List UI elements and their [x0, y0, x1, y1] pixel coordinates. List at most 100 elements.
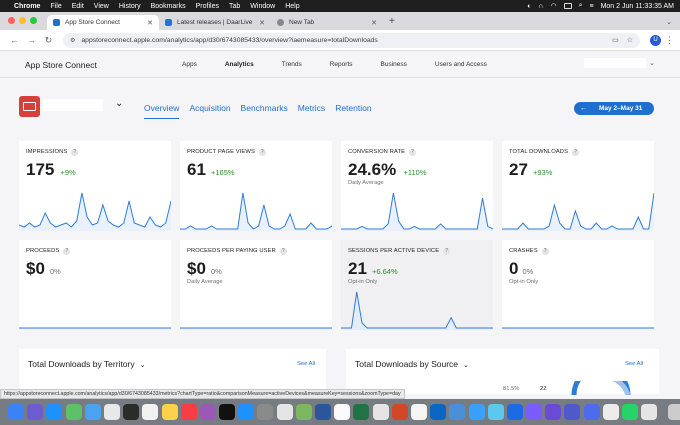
tab-app-store-connect[interactable]: App Store Connect ✕: [47, 15, 159, 30]
chevron-down-icon[interactable]: ⌄: [461, 362, 469, 369]
more-menu-icon[interactable]: ⋮: [665, 34, 674, 45]
transporter-icon[interactable]: [487, 404, 504, 420]
trash-icon[interactable]: [668, 404, 680, 420]
nav-business[interactable]: Business: [380, 61, 407, 68]
battery-icon[interactable]: [563, 3, 572, 9]
metric-card-product-page-views[interactable]: PRODUCT PAGE VIEWS? 61 +165%: [180, 141, 332, 231]
whatsapp-icon[interactable]: [622, 404, 638, 420]
photo-booth-icon[interactable]: [602, 404, 619, 420]
menu-history[interactable]: History: [118, 2, 141, 10]
word-icon[interactable]: [315, 404, 331, 420]
nav-apps[interactable]: Apps: [182, 61, 197, 68]
tab-metrics[interactable]: Metrics: [297, 103, 326, 113]
menu-chrome[interactable]: Chrome: [14, 2, 41, 10]
mail-icon[interactable]: [84, 404, 101, 420]
zoom-window-button[interactable]: [30, 17, 37, 24]
metric-card-crashes[interactable]: CRASHES? 0 0% Opt-in Only: [502, 240, 654, 330]
messages-icon[interactable]: [65, 404, 82, 420]
metric-card-total-downloads[interactable]: TOTAL DOWNLOADS? 27 +93%: [502, 141, 654, 231]
iptv-icon[interactable]: [545, 404, 562, 420]
cast-icon[interactable]: ▭: [612, 37, 619, 44]
help-icon[interactable]: ?: [279, 248, 287, 255]
help-icon[interactable]: ?: [63, 248, 71, 255]
nav-trends[interactable]: Trends: [281, 61, 302, 68]
address-bar[interactable]: ⚙ appstoreconnect.apple.com/analytics/ap…: [63, 32, 640, 48]
chrome-icon[interactable]: [276, 404, 293, 420]
forward-arrow-icon[interactable]: →: [27, 35, 36, 45]
app-switcher-chevron-down-icon[interactable]: ⌄: [115, 98, 124, 109]
tab-benchmarks[interactable]: Benchmarks: [240, 103, 288, 113]
territory-see-all-link[interactable]: See All: [297, 361, 316, 367]
close-window-button[interactable]: [8, 17, 15, 24]
chevron-down-icon[interactable]: ⌄: [137, 362, 146, 369]
safari-icon[interactable]: [46, 404, 63, 420]
tab-new-tab[interactable]: New Tab ✕: [271, 15, 383, 30]
control-center-icon[interactable]: ≡: [589, 2, 594, 10]
help-icon[interactable]: ?: [443, 248, 451, 255]
simulator-icon[interactable]: [468, 404, 485, 420]
account-name-redacted[interactable]: [584, 58, 646, 68]
bookmark-star-icon[interactable]: ☆: [626, 37, 633, 44]
terminal-icon[interactable]: [123, 404, 140, 420]
tab-acquisition[interactable]: Acquisition: [189, 103, 231, 113]
metric-card-conversion-rate[interactable]: CONVERSION RATE? 24.6% +110% Daily Average: [341, 141, 493, 231]
source-panel-title[interactable]: Total Downloads by Source ⌄: [355, 359, 469, 369]
asc-brand[interactable]: App Store Connect: [20, 60, 97, 70]
metric-card-sessions-per-active-device[interactable]: SESSIONS PER ACTIVE DEVICE? 21 +6.64% Opt-i…: [341, 240, 493, 330]
menu-bookmarks[interactable]: Bookmarks: [150, 2, 186, 10]
metric-card-impressions[interactable]: IMPRESSIONS? 175 +9%: [19, 141, 171, 231]
player-icon[interactable]: [526, 404, 543, 420]
minimize-window-button[interactable]: [19, 17, 26, 24]
notes-icon[interactable]: [161, 404, 178, 420]
account-chevron-down-icon[interactable]: ⌄: [649, 60, 655, 67]
finder-icon[interactable]: [8, 404, 24, 420]
vscode-icon[interactable]: [430, 404, 447, 420]
menu-edit[interactable]: Edit: [71, 2, 84, 10]
profile-avatar[interactable]: U: [650, 34, 661, 46]
music-icon[interactable]: [180, 404, 197, 420]
status-icon[interactable]: ◐: [527, 2, 532, 10]
menu-view[interactable]: View: [93, 2, 109, 10]
calendar-icon[interactable]: [142, 404, 159, 420]
headphones-icon[interactable]: ∩: [538, 2, 544, 10]
date-range-picker[interactable]: ← May 2–May 31: [574, 102, 654, 115]
xcode-icon[interactable]: [449, 404, 466, 420]
menu-help[interactable]: Help: [285, 2, 300, 10]
help-icon[interactable]: ?: [409, 149, 417, 156]
url-text[interactable]: appstoreconnect.apple.com/analytics/app/…: [81, 36, 378, 44]
menubar-clock[interactable]: Mon 2 Jun 11:33:35 AM: [600, 2, 674, 10]
outlook-icon[interactable]: [583, 404, 600, 420]
search-icon[interactable]: ⌕: [578, 2, 583, 9]
app-store-connect-icon[interactable]: [506, 404, 523, 420]
metric-card-proceeds-per-paying-user[interactable]: PROCEEDS PER PAYING USER? $0 0% Daily Avera…: [180, 240, 332, 330]
metric-card-proceeds[interactable]: PROCEEDS? $0 0%: [19, 240, 171, 330]
site-info-icon[interactable]: ⚙: [70, 37, 76, 44]
tv-icon[interactable]: [219, 404, 236, 420]
new-tab-button[interactable]: +: [389, 16, 395, 27]
menu-file[interactable]: File: [50, 2, 62, 10]
tab-daarlive[interactable]: Latest releases | DaarLive ✕: [159, 15, 271, 30]
tab-search-chevron-icon[interactable]: ⌄: [666, 19, 672, 26]
close-tab-icon[interactable]: ✕: [371, 19, 377, 27]
preview-icon[interactable]: [334, 404, 351, 420]
tab-retention[interactable]: Retention: [335, 103, 372, 113]
wifi-icon[interactable]: ◠: [550, 3, 557, 10]
system-settings-icon[interactable]: [257, 404, 274, 420]
nav-users-and-access[interactable]: Users and Access: [434, 61, 487, 68]
help-icon[interactable]: ?: [71, 149, 79, 156]
source-see-all-link[interactable]: See All: [625, 361, 644, 367]
launchpad-icon[interactable]: [27, 404, 44, 420]
powerpoint-icon[interactable]: [391, 404, 408, 420]
utorrent-icon[interactable]: [295, 404, 312, 420]
menu-profiles[interactable]: Profiles: [195, 2, 219, 10]
chrome-canary-icon[interactable]: [372, 404, 389, 420]
nav-analytics[interactable]: Analytics: [224, 61, 254, 68]
close-tab-icon[interactable]: ✕: [259, 19, 265, 27]
territory-panel-title[interactable]: Total Downloads by Territory ⌄: [28, 359, 146, 369]
chrome-beta-icon[interactable]: [641, 404, 658, 420]
textedit-icon[interactable]: [410, 404, 427, 420]
excel-icon[interactable]: [353, 404, 370, 420]
podcasts-icon[interactable]: [199, 404, 216, 420]
help-icon[interactable]: ?: [258, 149, 266, 156]
close-tab-icon[interactable]: ✕: [147, 19, 153, 27]
